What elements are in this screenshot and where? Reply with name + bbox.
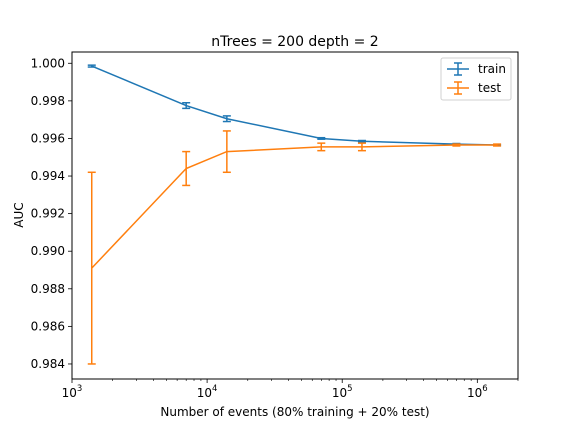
error-bar-train <box>222 115 231 123</box>
x-tick-label: 106 <box>467 384 488 400</box>
x-tick-label: 103 <box>62 384 83 400</box>
y-tick-label: 0.992 <box>31 207 65 221</box>
y-axis-ticks: 0.984 0.986 0.988 0.990 0.992 0.994 0.996 0.998… <box>31 56 72 371</box>
x-tick-label: 105 <box>332 384 353 400</box>
y-tick-label: 0.996 <box>31 131 65 145</box>
legend: train test <box>440 57 512 101</box>
x-axis-ticks: 103 104 105 106 <box>62 379 519 400</box>
series-test <box>87 130 502 365</box>
legend-label-train: train <box>478 62 506 76</box>
y-tick-label: 0.998 <box>31 94 65 108</box>
error-bar-test <box>222 130 231 174</box>
legend-label-test: test <box>478 81 501 95</box>
plot-area <box>72 52 518 379</box>
y-tick-label: 0.984 <box>31 357 65 371</box>
plot-frame <box>71 51 519 380</box>
y-tick-label: 0.990 <box>31 244 65 258</box>
y-tick-label: 0.988 <box>31 282 65 296</box>
error-bar-test <box>357 142 366 152</box>
error-bar-train <box>87 64 96 68</box>
legend-items: train test <box>447 62 506 95</box>
error-bar-test <box>182 150 191 187</box>
error-bar-test <box>452 143 461 147</box>
legend-entry-train: train <box>447 62 506 76</box>
y-axis-label: AUC <box>12 202 26 227</box>
data-layer <box>87 64 502 365</box>
x-axis-label: Number of events (80% training + 20% tes… <box>160 405 429 419</box>
y-tick-label: 1.000 <box>31 56 65 70</box>
error-bar-test <box>87 171 96 365</box>
y-tick-label: 0.994 <box>31 169 65 183</box>
error-bar-test <box>317 142 326 152</box>
error-bar-train <box>182 101 191 110</box>
x-tick-label: 104 <box>197 384 218 400</box>
error-bar-test <box>493 143 502 147</box>
error-bar-train <box>317 136 326 140</box>
error-bar-train <box>357 139 366 143</box>
y-tick-label: 0.986 <box>31 319 65 333</box>
legend-entry-test: test <box>447 81 501 95</box>
chart-title: nTrees = 200 depth = 2 <box>211 34 378 50</box>
